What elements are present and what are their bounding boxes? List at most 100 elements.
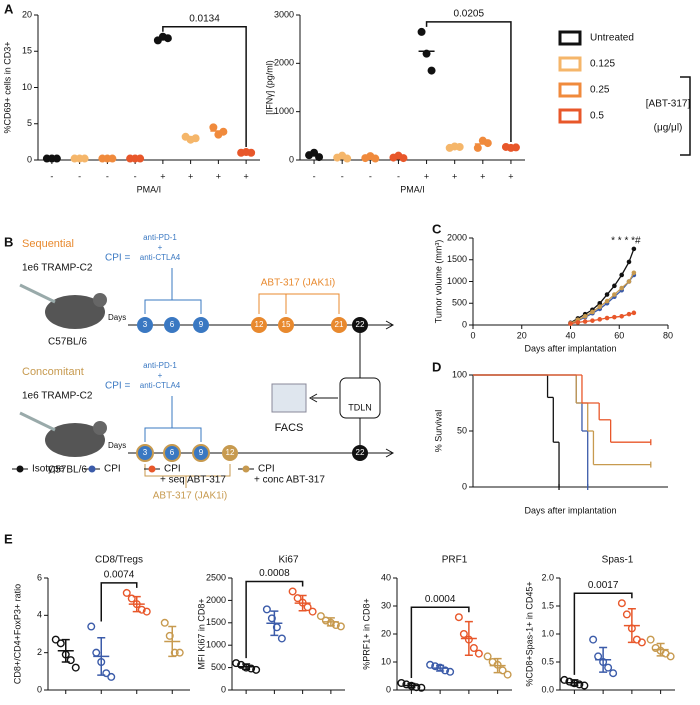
data-point (298, 598, 307, 607)
legend-label: 0.125 (590, 59, 615, 70)
data-point (637, 638, 646, 647)
data-point (303, 603, 312, 612)
data-point (646, 635, 655, 644)
data-point (612, 292, 617, 297)
y-tick-label: 2000 (274, 58, 294, 68)
x-tick-label: - (134, 171, 137, 181)
data-point (626, 259, 632, 265)
x-tick-label: 60 (614, 330, 624, 340)
panel-label: C (432, 221, 442, 236)
data-point (617, 599, 626, 608)
legend-label: + conc ABT-317 (254, 475, 325, 486)
x-axis-label: PMA/I (400, 184, 425, 194)
data-point (604, 292, 610, 297)
data-point (422, 49, 431, 58)
day-label: 3 (143, 320, 148, 329)
y-tick-label: 40 (381, 572, 391, 582)
data-point (493, 660, 502, 669)
data-point (132, 600, 141, 609)
drug-label: anti-PD-1 (143, 233, 177, 242)
diagram: Sequential 1e6 TRAMP-C2 C57BL/6 CPI = an… (19, 233, 395, 502)
y-axis-label: CD8+/CD4+FoxP3+ ratio (12, 584, 22, 684)
cells-label: 1e6 TRAMP-C2 (22, 391, 93, 402)
data-point (604, 663, 613, 672)
data-point (459, 630, 468, 639)
drug-label: anti-CTLA4 (140, 253, 181, 262)
data-point (498, 666, 507, 675)
data-point (619, 285, 624, 291)
data-point (97, 658, 106, 667)
data-point (622, 610, 631, 619)
syringe (19, 411, 56, 432)
y-tick-label: 20 (22, 9, 32, 19)
y-axis-label: [IFNγ] (pg/ml) (264, 60, 274, 115)
legend-label: CPI (164, 464, 181, 475)
data-point (417, 27, 426, 36)
drug-label: anti-CTLA4 (140, 381, 181, 390)
y-tick-label: 500 (452, 298, 467, 308)
data-point (590, 309, 595, 315)
legend-marker (242, 465, 250, 473)
day-label: 12 (255, 320, 264, 329)
mouse-icon (45, 295, 105, 329)
data-point (426, 660, 435, 669)
data-point (191, 134, 200, 143)
data-point (483, 139, 492, 148)
data-point (580, 681, 589, 690)
day-label: 9 (199, 320, 204, 329)
annotation: * * * *# (611, 236, 641, 247)
data-point (293, 594, 302, 603)
y-axis-label: %CD8+Spas-1+ in CD45+ (524, 581, 534, 686)
data-point (568, 321, 573, 326)
p-value: 0.0017 (588, 580, 619, 591)
y-tick-label: 15 (22, 46, 32, 56)
tdln-label: TDLN (348, 402, 372, 412)
p-value: 0.0008 (259, 568, 290, 579)
day-label: 22 (356, 320, 365, 329)
data-point (142, 607, 151, 616)
x-tick-label: + (508, 171, 513, 181)
day-label: 3 (143, 448, 148, 457)
data-point (666, 652, 675, 661)
y-axis-label: % Survival (433, 410, 443, 453)
day-marker (137, 317, 153, 333)
data-point (122, 588, 131, 597)
mouse-label: C57BL/6 (48, 465, 87, 476)
series-line (570, 274, 635, 324)
days-label: Days (108, 313, 126, 322)
cells-label: 1e6 TRAMP-C2 (22, 263, 93, 274)
y-axis-label: Tumor volume (mm³) (433, 240, 443, 324)
x-tick-label: 80 (663, 330, 673, 340)
day-marker (193, 317, 209, 333)
x-tick-label: - (341, 171, 344, 181)
days-label: Days (108, 441, 126, 450)
data-point (560, 675, 569, 684)
data-point (402, 680, 411, 689)
data-point (575, 680, 584, 689)
legend-swatch (558, 30, 582, 46)
legend-label: 0.25 (590, 85, 610, 96)
day-marker (352, 317, 368, 333)
data-point (604, 298, 610, 304)
arrow-head (385, 448, 395, 458)
data-point (473, 143, 482, 152)
y-tick-label: 1.0 (541, 628, 554, 638)
data-point (464, 635, 473, 644)
drug-label: + (158, 243, 163, 252)
y-tick-label: 50 (457, 425, 467, 435)
y-tick-label: 0 (37, 684, 42, 694)
drug-label: ABT-317 (JAK1i) (153, 491, 227, 502)
data-point (631, 310, 637, 316)
significance-bracket (410, 606, 470, 678)
y-tick-label: 1000 (274, 106, 294, 116)
data-point (619, 272, 624, 278)
data-point (252, 665, 261, 674)
legend-swatch (558, 56, 582, 72)
y-tick-label: 2.0 (541, 572, 554, 582)
legend-unit: (μg/μl) (654, 123, 683, 134)
data-point (627, 624, 636, 633)
significance-bracket (573, 592, 633, 675)
day-marker (251, 317, 267, 333)
data-point (137, 605, 146, 614)
data-point (315, 153, 324, 162)
